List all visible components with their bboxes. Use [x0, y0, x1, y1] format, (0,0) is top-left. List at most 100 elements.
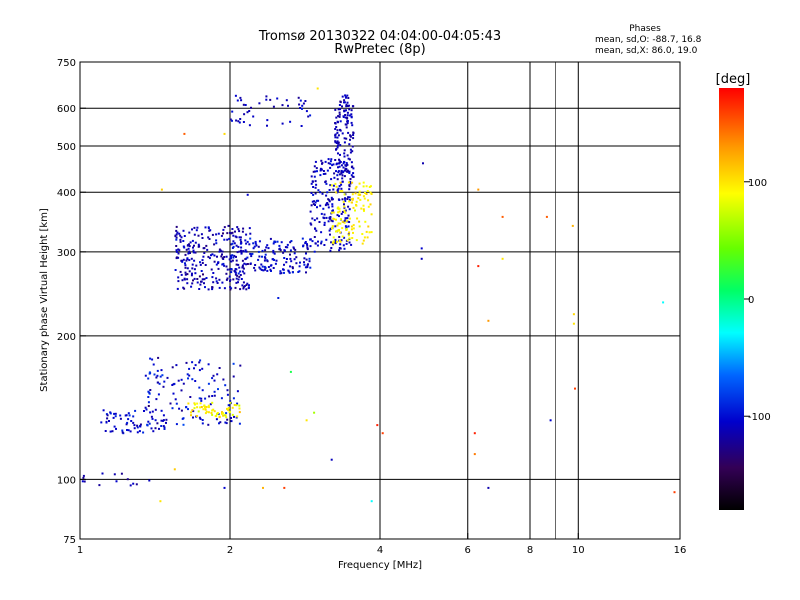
data-point	[344, 116, 347, 119]
data-point	[235, 268, 238, 271]
data-point	[334, 128, 337, 130]
data-point	[240, 251, 243, 254]
data-point	[348, 241, 351, 244]
data-point	[352, 137, 355, 140]
data-point	[199, 406, 202, 409]
data-point	[304, 100, 307, 102]
data-point	[175, 364, 178, 367]
data-point	[361, 242, 364, 245]
data-point	[347, 131, 350, 134]
data-point	[208, 257, 211, 260]
data-point	[225, 412, 228, 415]
data-point	[350, 121, 353, 124]
data-point	[314, 204, 316, 206]
data-point	[329, 184, 332, 187]
data-point	[109, 430, 112, 433]
data-point	[346, 169, 349, 172]
data-point	[223, 256, 226, 258]
data-point	[200, 270, 203, 272]
data-point	[314, 242, 317, 245]
data-point	[237, 228, 240, 231]
data-point	[156, 381, 159, 384]
data-point	[316, 87, 319, 90]
data-point	[350, 161, 353, 164]
data-point	[324, 181, 327, 184]
data-point	[330, 241, 333, 244]
data-point	[171, 366, 174, 369]
data-point	[223, 486, 226, 489]
data-point	[215, 418, 218, 421]
data-point	[261, 255, 263, 258]
data-point	[178, 249, 181, 252]
data-point	[232, 397, 235, 400]
data-point	[314, 180, 317, 183]
data-point	[337, 171, 340, 174]
data-point	[336, 224, 339, 227]
data-point	[321, 161, 324, 164]
data-point	[231, 247, 234, 249]
y-tick-label: 100	[57, 475, 76, 486]
data-point	[152, 430, 155, 433]
data-point	[342, 115, 345, 118]
data-point	[231, 242, 234, 245]
data-point	[347, 181, 350, 184]
data-point	[336, 140, 339, 143]
data-point	[279, 249, 282, 252]
data-point	[309, 210, 312, 213]
data-point	[222, 378, 225, 381]
data-point	[181, 279, 184, 282]
data-point	[232, 240, 235, 243]
data-point	[193, 268, 196, 271]
data-point	[339, 100, 342, 103]
data-point	[238, 121, 241, 124]
data-point	[341, 95, 344, 98]
data-point	[192, 251, 195, 254]
data-point	[272, 249, 275, 252]
data-point	[264, 249, 267, 252]
data-point	[187, 377, 189, 380]
data-point	[358, 220, 361, 223]
data-point	[323, 244, 326, 246]
data-point	[139, 423, 142, 426]
data-point	[338, 249, 341, 252]
data-point	[346, 111, 349, 114]
data-point	[305, 258, 308, 261]
data-point	[231, 231, 234, 234]
data-point	[166, 376, 169, 379]
data-point	[370, 231, 373, 234]
stats-o-mode: mean, sd,O: -88.7, 16.8	[595, 35, 702, 45]
data-point	[343, 101, 345, 104]
data-point	[302, 245, 304, 248]
data-point	[181, 417, 184, 420]
data-point	[330, 247, 333, 249]
data-point	[228, 268, 231, 271]
data-point	[303, 257, 306, 260]
data-point	[212, 408, 215, 411]
data-point	[291, 267, 294, 270]
data-point	[342, 166, 345, 169]
data-point	[200, 397, 203, 400]
data-point	[175, 225, 178, 228]
data-point	[254, 242, 257, 245]
data-point	[184, 266, 187, 269]
x-axis-label: Frequency [MHz]	[338, 560, 422, 571]
data-point	[148, 371, 151, 374]
data-point	[245, 250, 248, 253]
colorbar-ticks: 100 0 -100	[744, 178, 771, 423]
data-point	[355, 185, 358, 188]
data-point	[245, 233, 248, 236]
data-point	[173, 468, 176, 471]
data-point	[211, 276, 214, 279]
data-point	[245, 242, 248, 245]
data-point	[347, 157, 350, 160]
data-point	[358, 225, 361, 228]
data-point	[317, 240, 319, 243]
data-point	[334, 159, 337, 161]
data-point	[98, 484, 101, 487]
data-point	[339, 161, 342, 163]
data-point	[369, 185, 372, 188]
data-point	[662, 301, 665, 304]
data-point	[301, 237, 304, 240]
data-point	[298, 270, 301, 273]
data-point	[332, 217, 335, 220]
